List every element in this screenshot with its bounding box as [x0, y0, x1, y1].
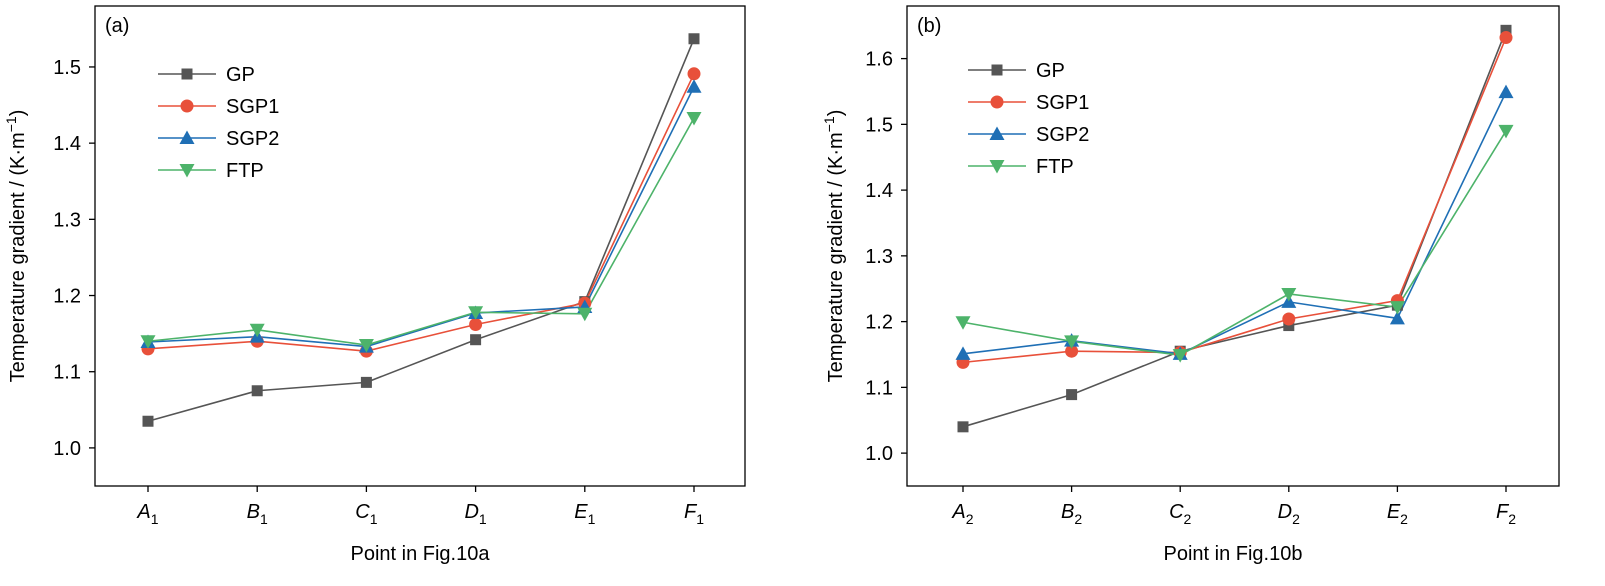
y-tick-label: 1.4 [53, 133, 81, 155]
data-point-ftp [1064, 335, 1080, 349]
data-point-gp [360, 376, 372, 388]
x-tick-label: D1 [464, 501, 486, 527]
data-point-gp [470, 334, 482, 346]
x-tick-label: B1 [247, 501, 268, 527]
plot-frame [94, 5, 746, 487]
series-line-sgp1 [962, 37, 1507, 364]
legend-label: GP [1036, 60, 1065, 82]
x-tick-label: E1 [574, 501, 595, 527]
y-tick-label: 1.0 [53, 438, 81, 460]
data-point-sgp1 [1065, 344, 1079, 358]
data-point-sgp2 [1389, 310, 1405, 325]
data-point-ftp [577, 307, 593, 322]
y-tick-label: 1.3 [865, 246, 893, 268]
series-line-gp [962, 30, 1507, 428]
x-tick-label: F1 [684, 501, 704, 527]
data-point-ftp [1281, 288, 1297, 302]
x-tick-label: E2 [1387, 501, 1408, 527]
series-line-sgp2 [962, 91, 1507, 355]
chart-panel-a: 1.0 1.1 1.2 1.3 1.4 1.5 A1 B1 C1 D1 E1 F1 Point in F… [3, 5, 746, 565]
legend-label: FTP [226, 160, 264, 182]
x-tick-label: C1 [355, 501, 377, 527]
y-tick-label: 1.1 [53, 362, 81, 384]
y-tick-label: 1.3 [53, 209, 81, 231]
x-axis-title: Point in Fig.10b [1164, 543, 1303, 565]
data-point-sgp2 [1498, 84, 1514, 99]
series-line-sgp2 [147, 86, 695, 348]
data-point-gp [688, 33, 700, 45]
legend-label: SGP1 [1036, 92, 1089, 114]
legend-label: FTP [1036, 156, 1074, 178]
x-tick-label: A1 [136, 501, 158, 527]
data-point-gp [1066, 389, 1078, 401]
y-tick-label: 1.5 [53, 57, 81, 79]
data-point-sgp2 [686, 79, 702, 93]
y-axis-title: Temperature gradient / (K·m−1) [3, 110, 29, 383]
data-point-ftp [1389, 301, 1405, 315]
data-point-ftp [140, 335, 156, 349]
series-line-ftp [962, 130, 1507, 356]
data-point-ftp [468, 306, 484, 320]
data-point-gp [1500, 24, 1512, 36]
data-point-gp [142, 415, 154, 427]
chart-panel-b: 1.0 1.1 1.2 1.3 1.4 1.5 1.6 A2 B2 C2 D2 E2 F2 Point i… [821, 5, 1560, 565]
y-axis-title: Temperature gradient / (K·m−1) [821, 110, 847, 383]
data-point-ftp [1498, 124, 1514, 139]
data-point-ftp [955, 316, 971, 330]
legend-marker [989, 126, 1005, 140]
legend-label: SGP2 [226, 128, 279, 150]
legend-marker [990, 95, 1004, 109]
data-point-ftp [249, 323, 265, 338]
series-line-ftp [147, 117, 695, 346]
legend-label: SGP2 [1036, 124, 1089, 146]
data-point-ftp [1172, 349, 1188, 363]
data-point-sgp1 [687, 67, 701, 81]
y-tick-label: 1.2 [865, 312, 893, 334]
x-tick-label: B2 [1061, 501, 1082, 527]
legend-marker [989, 160, 1005, 174]
panel-label: (a) [105, 15, 129, 37]
x-axis-title: Point in Fig.10a [351, 543, 491, 565]
data-point-sgp1 [1499, 31, 1513, 45]
legend-marker [179, 164, 195, 178]
x-tick-label: D2 [1278, 501, 1300, 527]
legend-marker [181, 68, 193, 80]
x-tick-label: A2 [951, 501, 973, 527]
legend-marker [179, 130, 195, 144]
y-tick-label: 1.6 [865, 49, 893, 71]
y-tick-label: 1.1 [865, 377, 893, 399]
series-line-gp [147, 38, 695, 423]
legend-label: GP [226, 64, 255, 86]
x-tick-label: C2 [1169, 501, 1191, 527]
data-point-gp [251, 385, 263, 397]
y-tick-label: 1.5 [865, 114, 893, 136]
data-point-ftp [358, 339, 374, 353]
data-point-sgp2 [955, 346, 971, 360]
y-tick-label: 1.2 [53, 286, 81, 308]
series-line-sgp1 [147, 73, 695, 352]
y-tick-label: 1.4 [865, 180, 893, 202]
data-point-gp [1283, 320, 1295, 332]
plot-frame [906, 5, 1560, 487]
data-point-sgp1 [469, 317, 483, 331]
data-point-ftp [686, 112, 702, 126]
panel-label: (b) [917, 15, 941, 37]
legend-marker [180, 99, 194, 113]
x-tick-label: F2 [1496, 501, 1516, 527]
legend-label: SGP1 [226, 96, 279, 118]
data-point-gp [957, 421, 969, 433]
data-point-sgp1 [1282, 312, 1296, 326]
y-tick-label: 1.0 [865, 443, 893, 465]
legend-marker [991, 64, 1003, 76]
